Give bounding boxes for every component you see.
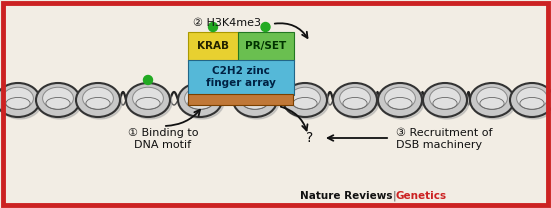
Ellipse shape xyxy=(178,83,222,117)
Ellipse shape xyxy=(42,87,73,109)
Text: C2H2 zinc
finger array: C2H2 zinc finger array xyxy=(206,66,276,88)
Ellipse shape xyxy=(235,85,279,119)
Ellipse shape xyxy=(335,85,379,119)
Ellipse shape xyxy=(423,83,467,117)
Circle shape xyxy=(143,76,153,84)
Ellipse shape xyxy=(380,85,424,119)
FancyBboxPatch shape xyxy=(237,31,294,61)
Ellipse shape xyxy=(133,87,164,109)
Circle shape xyxy=(208,22,218,31)
Text: |: | xyxy=(392,191,396,201)
FancyBboxPatch shape xyxy=(187,59,294,94)
Ellipse shape xyxy=(378,83,422,117)
Text: ③ Recruitment of
DSB machinery: ③ Recruitment of DSB machinery xyxy=(396,128,493,150)
Ellipse shape xyxy=(517,87,547,109)
Ellipse shape xyxy=(425,85,469,119)
Text: Nature Reviews: Nature Reviews xyxy=(300,191,392,201)
Ellipse shape xyxy=(0,85,42,119)
Ellipse shape xyxy=(510,83,551,117)
Ellipse shape xyxy=(385,87,415,109)
Text: ?: ? xyxy=(306,131,314,145)
Ellipse shape xyxy=(36,83,80,117)
Ellipse shape xyxy=(38,85,82,119)
Ellipse shape xyxy=(290,87,320,109)
Ellipse shape xyxy=(283,83,327,117)
Ellipse shape xyxy=(0,83,40,117)
Text: KRAB: KRAB xyxy=(197,41,229,51)
Ellipse shape xyxy=(76,83,120,117)
FancyBboxPatch shape xyxy=(188,94,293,105)
Ellipse shape xyxy=(430,87,461,109)
Ellipse shape xyxy=(333,83,377,117)
Ellipse shape xyxy=(233,83,277,117)
Ellipse shape xyxy=(180,85,224,119)
Ellipse shape xyxy=(470,83,514,117)
Text: Genetics: Genetics xyxy=(396,191,447,201)
Circle shape xyxy=(261,22,270,31)
Ellipse shape xyxy=(3,87,34,109)
Ellipse shape xyxy=(339,87,370,109)
Ellipse shape xyxy=(185,87,215,109)
Ellipse shape xyxy=(240,87,271,109)
Ellipse shape xyxy=(78,85,122,119)
FancyBboxPatch shape xyxy=(187,31,239,61)
Text: PR/SET: PR/SET xyxy=(245,41,286,51)
Ellipse shape xyxy=(472,85,516,119)
Ellipse shape xyxy=(285,85,329,119)
Ellipse shape xyxy=(83,87,114,109)
Ellipse shape xyxy=(477,87,507,109)
Text: ① Binding to
DNA motif: ① Binding to DNA motif xyxy=(128,128,198,150)
Text: ② H3K4me3: ② H3K4me3 xyxy=(193,18,261,28)
Ellipse shape xyxy=(512,85,551,119)
Ellipse shape xyxy=(126,83,170,117)
Circle shape xyxy=(251,76,260,84)
Ellipse shape xyxy=(128,85,172,119)
